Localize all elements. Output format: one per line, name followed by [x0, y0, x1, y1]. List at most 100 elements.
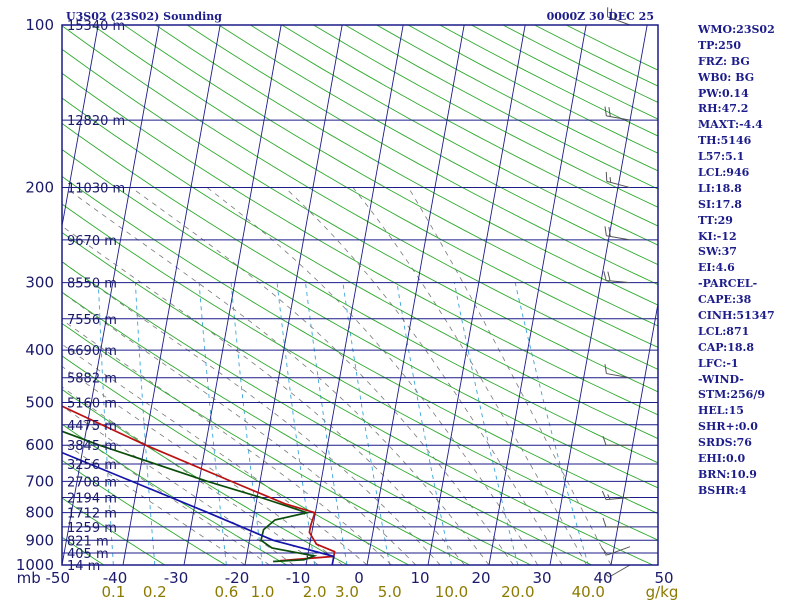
isotherms	[62, 25, 658, 565]
mixing-ratio-line	[342, 282, 391, 565]
mixing-ratio-line	[453, 282, 519, 565]
parcel-trace	[62, 451, 335, 565]
index-item: BRN:10.9	[698, 467, 757, 481]
dry-adiabat-line	[62, 122, 658, 464]
index-item: HEL:15	[698, 404, 744, 418]
index-item: MAXT:-4.4	[698, 118, 763, 132]
moist-adiabat-line	[62, 343, 368, 565]
pressure-tick-label: 700	[25, 472, 54, 490]
pressure-tick-label: 1000	[16, 556, 54, 574]
pressure-tick-label: 300	[25, 274, 54, 292]
height-label: 9670 m	[67, 234, 117, 249]
index-item: -WIND-	[698, 372, 744, 386]
height-label: 2194 m	[67, 492, 117, 507]
index-item: SHR+:0.0	[698, 420, 758, 434]
temperature-tick-label: 30	[532, 569, 551, 587]
mixing-ratio-tick-label: 10.0	[435, 583, 468, 600]
pressure-tick-label: 200	[25, 179, 54, 197]
mixing-ratio-tick-label: 3.0	[335, 583, 359, 600]
temperature-tick-label: -40	[103, 569, 128, 587]
index-item: LFC:-1	[698, 356, 739, 370]
height-label: 3256 m	[67, 458, 117, 473]
wind-barb	[606, 7, 631, 26]
index-item: TP:250	[698, 38, 742, 52]
wind-barb	[604, 564, 631, 578]
sounding-traces	[62, 405, 336, 565]
temperature-tick-label: 20	[471, 569, 490, 587]
dry-adiabats	[62, 25, 658, 565]
height-label: 6690 m	[67, 344, 117, 359]
index-item: STM:256/9	[698, 388, 765, 402]
wind-barbs	[601, 7, 631, 578]
index-item: EHI:0.0	[698, 452, 746, 466]
pressure-tick-label: 500	[25, 393, 54, 411]
wind-barb	[601, 546, 631, 556]
pressure-tick-label: 900	[25, 531, 54, 549]
isotherm-line	[183, 25, 282, 565]
pressure-tick-label: 400	[25, 341, 54, 359]
isotherm-line	[427, 25, 526, 565]
height-label: 5160 m	[67, 396, 117, 411]
mixing-ratio-tick-label: 2.0	[303, 583, 327, 600]
height-label: 405 m	[67, 547, 109, 562]
valid-time: 0000Z 30 DEC 25	[547, 10, 654, 23]
wind-barb	[604, 364, 631, 379]
mixing-ratio-tick-label: 0.2	[143, 583, 167, 600]
index-item: TH:5146	[698, 134, 752, 148]
mixing-ratio-tick-label: 0.6	[214, 583, 238, 600]
index-item: WMO:23S02	[698, 23, 775, 36]
moist-adiabat-line	[130, 187, 514, 565]
pressure-tick-label: 100	[25, 16, 54, 34]
height-label: 12820 m	[67, 114, 125, 129]
isotherm-line	[610, 301, 658, 565]
wind-barb	[602, 436, 630, 446]
height-label: 8550 m	[67, 277, 117, 292]
pressure-tick-label: 600	[25, 436, 54, 454]
pressure-axis-labels: 100 200 300 400 500 600 700 800 900 1000	[16, 16, 54, 574]
wind-barb	[605, 171, 631, 189]
height-label: 15340 m	[67, 19, 125, 34]
index-item: L57:5.1	[698, 150, 745, 164]
temperature-tick-label: -20	[225, 569, 250, 587]
index-item: CAPE:38	[698, 293, 752, 307]
moist-adiabat-line	[62, 365, 343, 565]
temperature-trace	[62, 405, 336, 562]
isotherm-line	[366, 25, 465, 565]
temperature-tick-label: 40	[593, 569, 612, 587]
index-item: EI:4.6	[698, 261, 735, 275]
dry-adiabat-line	[62, 148, 658, 489]
pressure-tick-label: 800	[25, 504, 54, 522]
height-label: 2708 m	[67, 475, 117, 490]
mixing-ratio-line	[198, 282, 227, 565]
index-item: LCL:946	[698, 166, 750, 180]
isotherm-line	[62, 25, 160, 565]
mixing-ratio-line	[396, 282, 452, 565]
mixing-ratio-line	[514, 282, 589, 565]
index-item: SI:17.8	[698, 197, 742, 211]
dry-adiabat-line	[62, 97, 658, 440]
height-label: 14 m	[67, 559, 100, 574]
height-label: 3845 m	[67, 439, 117, 454]
station-title: U3S02 (23S02) Sounding	[66, 10, 222, 23]
mixing-ratio-tick-label: g/kg	[646, 583, 679, 600]
height-label: 1259 m	[67, 521, 117, 536]
height-labels: 15340 m 12820 m 11030 m 9670 m 8550 m 7556 m 6…	[67, 19, 125, 574]
index-item: -PARCEL-	[698, 277, 758, 291]
mixing-ratio-tick-label: 5.0	[378, 583, 402, 600]
plot-frame	[61, 24, 659, 566]
index-item: CAP:18.8	[698, 340, 755, 354]
isotherm-line	[244, 25, 343, 565]
index-item: PW:0.14	[698, 86, 749, 100]
moist-adiabat-line	[408, 187, 612, 565]
index-item: LCL:871	[698, 324, 750, 338]
wind-barb	[601, 490, 631, 501]
index-item: CINH:51347	[698, 309, 775, 323]
moist-adiabat-line	[352, 187, 587, 565]
wind-barb	[603, 271, 631, 284]
isotherm-line	[488, 25, 587, 565]
temperature-axis-labels: mb -50 -40 -30 -20 -10 0 10 20 30 40 50	[17, 569, 674, 587]
isotherm-line	[62, 25, 99, 229]
wind-barb	[602, 517, 630, 528]
height-label: 4475 m	[67, 419, 117, 434]
